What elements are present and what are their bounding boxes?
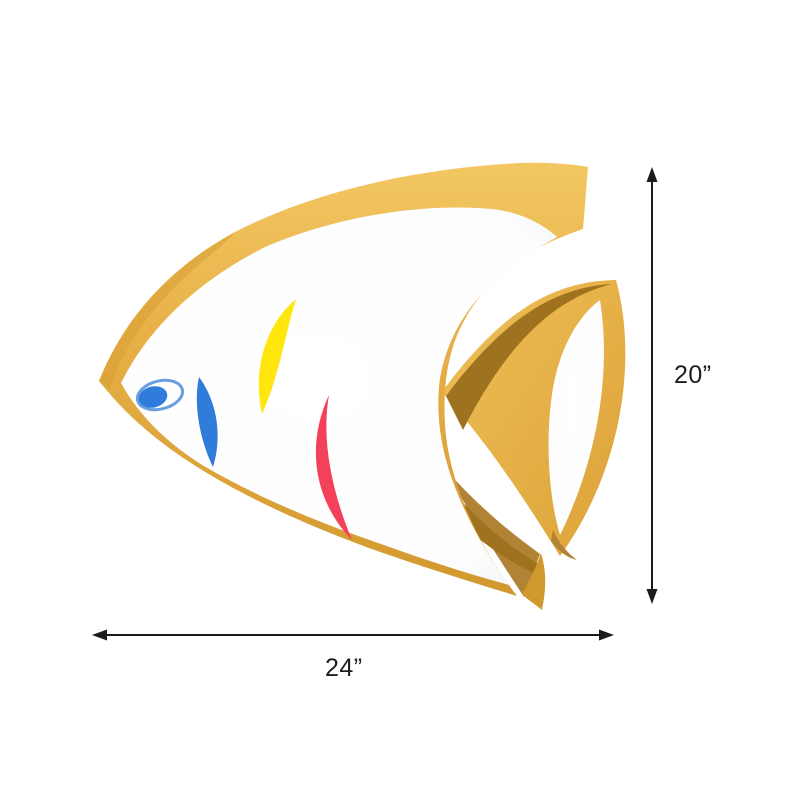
eye-pupil [138, 386, 168, 408]
width-arrowhead-left [92, 629, 107, 641]
height-dimension: 20” [646, 167, 712, 604]
tail-fin [418, 280, 626, 610]
fish-eye [135, 378, 185, 412]
width-arrowhead-right [599, 629, 614, 641]
tail-fin-shadow-lower [551, 530, 577, 560]
body-frame-crease [99, 232, 235, 390]
width-dimension: 24” [92, 629, 614, 682]
fish-body [99, 162, 588, 596]
gill-stripe [196, 377, 218, 467]
tail-horn-tip [522, 553, 546, 610]
belly-stripe [315, 395, 352, 540]
eye-ring [135, 378, 185, 412]
body-panel [121, 207, 557, 585]
top-stripe [258, 299, 296, 414]
height-arrowhead-top [646, 167, 658, 182]
height-arrowhead-bottom [646, 589, 658, 604]
tail-fin-panel [548, 300, 604, 535]
height-dimension-label: 20” [674, 361, 712, 389]
tail-fin-shadow-upper [446, 284, 612, 430]
width-dimension-label: 24” [325, 654, 363, 682]
